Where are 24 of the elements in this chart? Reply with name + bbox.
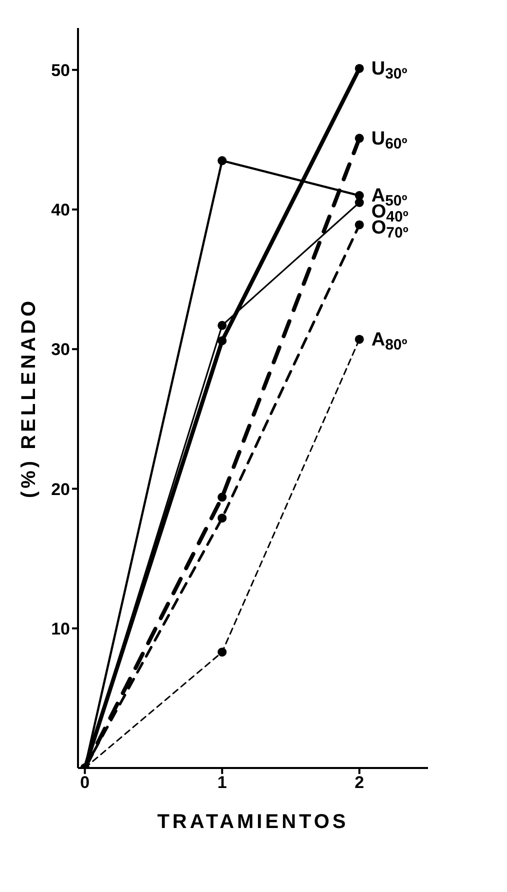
y-tick-label: 40	[51, 200, 70, 220]
point	[218, 514, 227, 523]
point	[218, 320, 227, 330]
x-tick-label: 0	[80, 773, 90, 792]
x-tick-label: 2	[354, 773, 364, 792]
y-tick-label: 20	[51, 480, 70, 499]
point	[218, 492, 227, 502]
y-axis-title: (%) RELLENADO	[18, 298, 40, 498]
y-tick-label: 10	[51, 619, 70, 638]
point	[218, 336, 227, 346]
y-tick-label: 50	[51, 60, 70, 80]
point	[354, 220, 364, 230]
point	[218, 156, 227, 166]
y-tick-label: 30	[51, 340, 70, 360]
point	[354, 334, 364, 344]
x-tick-label: 1	[217, 773, 227, 792]
point	[354, 64, 364, 73]
series-label: A$_{80º}$	[371, 329, 408, 354]
series-label: U$_{30º}$	[371, 58, 408, 82]
point	[354, 198, 364, 208]
point	[218, 648, 227, 657]
point	[354, 134, 364, 143]
series-label: U$_{60º}$	[371, 128, 408, 152]
x-axis-title: TRATAMIENTOS	[157, 811, 349, 833]
